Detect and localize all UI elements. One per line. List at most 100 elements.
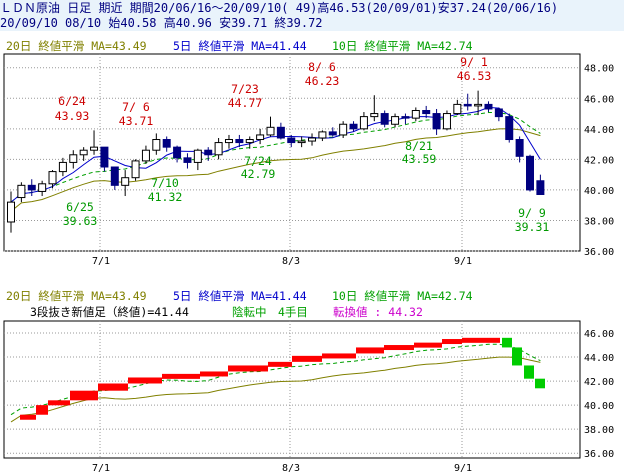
candle: [214, 137, 223, 160]
brick-up: [384, 345, 414, 351]
candle: [152, 133, 161, 155]
y-tick-label: 40.00: [584, 186, 614, 197]
legend2-ma20: 20日 終値平滑 MA=43.49: [6, 289, 147, 303]
legend-ma10: 10日 終値平滑 MA=42.74: [332, 39, 473, 53]
brick-up: [322, 353, 356, 359]
candle: [453, 99, 462, 116]
candle: [256, 128, 265, 145]
candle: [463, 93, 472, 111]
candle: [380, 110, 389, 128]
candle: [162, 136, 171, 152]
x-tick-label: 7/1: [92, 463, 110, 474]
candle: [401, 113, 410, 125]
ma20-line: [10, 128, 541, 212]
candle: [38, 180, 47, 197]
annotation-date: 7/ 6: [122, 100, 150, 114]
candle: [484, 101, 493, 113]
chart-header-line-1: ＬＤＮ原油 日足 期近 期間20/06/16～20/09/10( 49)高46.…: [0, 0, 624, 16]
candle: [526, 154, 534, 192]
x-tick-label: 9/1: [454, 463, 472, 474]
price-moving-averages: [10, 106, 541, 212]
annotation-value: 46.23: [305, 74, 340, 88]
y-tick-label: 42.00: [584, 155, 614, 166]
brick-up: [292, 355, 322, 362]
brick-down: [535, 378, 545, 389]
brick-up: [98, 383, 128, 391]
annotation-value: 43.71: [119, 114, 154, 128]
x-tick-label: 8/3: [282, 463, 300, 474]
candle: [183, 153, 192, 169]
candle: [69, 150, 78, 169]
candle: [474, 90, 483, 116]
annotation-value: 41.32: [148, 190, 183, 204]
annotation-value: 42.79: [241, 167, 276, 181]
annotation-date: 7/23: [231, 82, 259, 96]
brick-up: [128, 377, 162, 384]
brick-up: [228, 365, 268, 372]
annotation-date: 7/10: [151, 176, 179, 190]
candle: [193, 148, 202, 171]
brick-up: [200, 371, 228, 377]
candle: [318, 130, 327, 142]
ma10-line: [10, 112, 541, 203]
annotation-date: 9/ 9: [518, 206, 546, 220]
candle: [515, 136, 524, 163]
price-axis-ticks: 36.00 38.00 40.00 42.00 44.00 46.00 48.00 7/1 8/…: [92, 64, 614, 267]
brick-down: [502, 337, 512, 348]
candle: [370, 95, 379, 122]
y-tick-label: 46.00: [584, 94, 614, 105]
annotation-date: 8/ 6: [308, 60, 336, 74]
candle: [224, 134, 233, 149]
annotation-value: 43.59: [402, 152, 437, 166]
annotation-date: 7/24: [244, 154, 272, 168]
brick-up: [48, 400, 70, 406]
brick-up: [36, 405, 48, 415]
y-tick-label: 38.00: [584, 216, 614, 227]
annotation-value: 46.53: [457, 69, 492, 83]
candle: [141, 145, 150, 164]
brick-up: [162, 373, 200, 379]
candle: [204, 147, 213, 161]
y-tick-label: 44.00: [584, 125, 614, 136]
candle: [110, 166, 119, 190]
candle: [27, 179, 36, 197]
brick-up: [20, 414, 36, 420]
x-tick-label: 7/1: [92, 256, 110, 267]
candle: [339, 121, 348, 138]
brick-up: [414, 342, 442, 348]
y-tick-label: 36.00: [584, 449, 614, 460]
annotation-date: 9/ 1: [460, 55, 488, 69]
x-tick-label: 9/1: [454, 256, 472, 267]
candle: [505, 113, 514, 143]
price-candles: [7, 90, 545, 233]
y-tick-label: 42.00: [584, 377, 614, 388]
candle: [173, 145, 182, 163]
candle: [287, 134, 296, 148]
price-panel-frame: [3, 53, 581, 252]
candle: [359, 112, 368, 131]
legend2-ma5: 5日 終値平滑 MA=41.44: [173, 289, 307, 303]
new-price-bricks: [20, 337, 545, 420]
candle: [48, 170, 57, 189]
brick-axis-ticks: 36.00 38.00 40.00 42.00 44.00 46.00 7/1 8/3 9/1: [92, 329, 614, 474]
ma5-line: [10, 106, 541, 203]
candle: [245, 136, 254, 149]
brick-moving-averages: [10, 343, 541, 423]
brick-down: [512, 347, 522, 366]
y-tick-label: 44.00: [584, 353, 614, 364]
legend-ma20: 20日 終値平滑 MA=43.49: [6, 39, 147, 53]
annotation-value: 44.77: [228, 96, 263, 110]
ma20-line: [10, 356, 541, 423]
legend-ma5: 5日 終値平滑 MA=41.44: [173, 39, 307, 53]
brick-up: [442, 339, 462, 345]
candle: [17, 182, 26, 203]
annotation-value: 39.63: [63, 214, 98, 228]
candle: [494, 107, 503, 122]
candle: [391, 113, 400, 128]
brick-status: 陰転中 4手目: [232, 305, 308, 319]
brick-title: 3段抜き新値足（終値)=41.44: [30, 305, 189, 319]
y-tick-label: 46.00: [584, 329, 614, 340]
candle: [121, 170, 130, 197]
